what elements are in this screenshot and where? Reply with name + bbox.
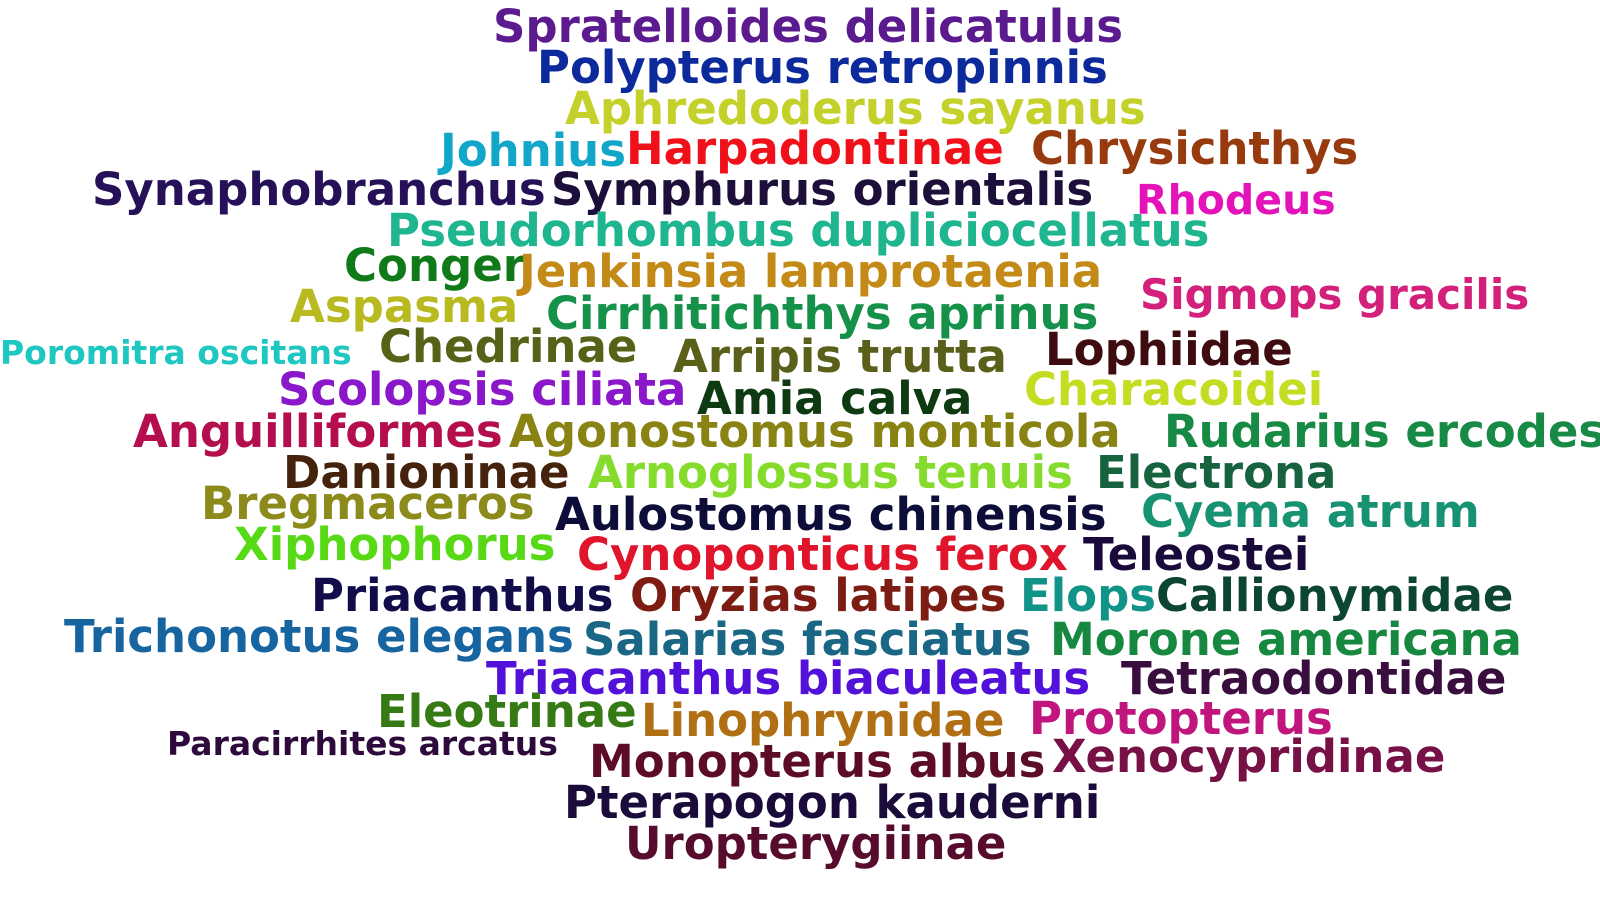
word: Rhodeus [1136,176,1336,224]
word: Cyema atrum [1141,485,1480,538]
word: Sigmops gracilis [1140,270,1530,319]
word: Arripis trutta [673,330,1007,383]
word: Aulostomus chinensis [555,488,1107,541]
word: Salarias fasciatus [583,613,1032,666]
word: Triacanthus biaculeatus [486,652,1091,705]
word: Synaphobranchus [92,163,546,216]
word: Callionymidae [1156,569,1514,622]
word: Arnoglossus tenuis [588,446,1073,499]
word: Pterapogon kauderni [564,776,1101,829]
word: Protopterus [1029,692,1333,745]
word: Spratelloides delicatulus [493,0,1123,53]
word: Pseudorhombus dupliciocellatus [387,204,1210,257]
word: Aspasma [290,280,519,333]
word: Agonostomus monticola [509,405,1121,458]
word: Amia calva [697,372,973,425]
word: Cirrhitichthys aprinus [546,287,1099,340]
word: Monopterus albus [589,735,1046,788]
word: Aphredoderus sayanus [565,82,1146,135]
word: Polypterus retropinnis [537,41,1108,94]
word: Electrona [1096,446,1337,499]
word: Poromitra oscitans [0,333,352,372]
word: Characoidei [1024,363,1324,416]
word: Uropterygiinae [625,817,1007,870]
word: Tetraodontidae [1121,652,1507,705]
word: Priacanthus [311,569,614,622]
word: Xiphophorus [234,518,556,571]
word: Eleotrinae [377,685,637,738]
word: Elops [1020,569,1157,622]
word: Morone americana [1050,613,1522,666]
word: Trichonotus elegans [64,610,574,663]
word: Anguilliformes [133,405,503,458]
word: Cynoponticus ferox [577,528,1068,581]
word: Xenocypridinae [1052,730,1446,783]
word: Symphurus orientalis [551,163,1094,216]
word: Chrysichthys [1031,122,1359,175]
word: Rudarius ercodes [1164,405,1600,458]
word: Linophrynidae [641,694,1005,747]
word: Oryzias latipes [630,569,1007,622]
word: Scolopsis ciliata [278,363,687,416]
word: Jenkinsia lamprotaenia [519,245,1103,298]
word: Conger [344,239,525,292]
word: Harpadontinae [626,122,1004,175]
word: Paracirrhites arcatus [167,724,558,763]
word: Lophiidae [1045,323,1293,376]
word: Johnius [440,124,626,177]
word: Danioninae [283,446,570,499]
word: Bregmaceros [201,477,535,530]
word: Chedrinae [379,320,638,373]
word: Teleostei [1083,528,1310,581]
